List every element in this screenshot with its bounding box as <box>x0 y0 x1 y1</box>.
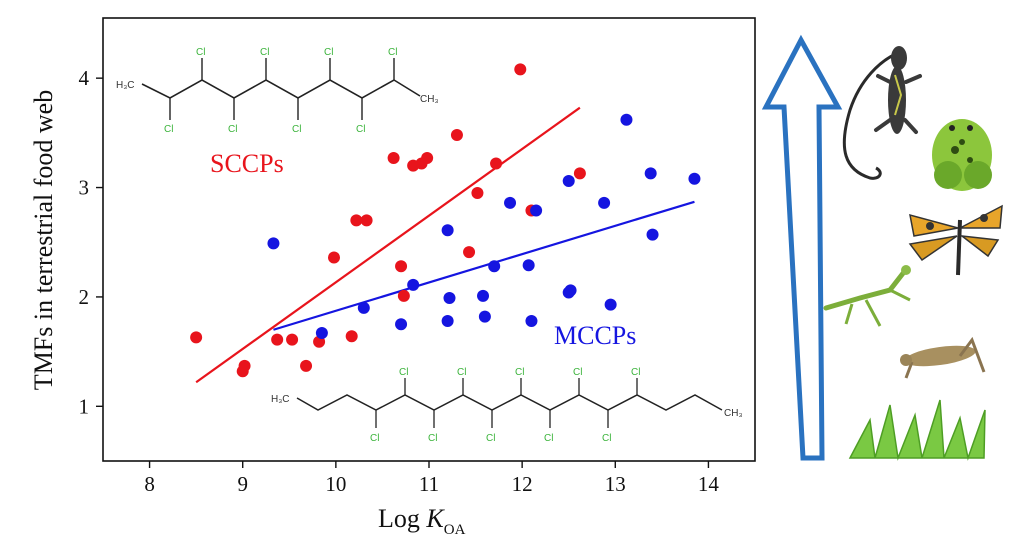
sccp-cl-label: Cl <box>292 124 301 135</box>
mccp-cl-label: Cl <box>428 433 437 444</box>
sccps-data-point <box>350 214 363 227</box>
mccp-cl-label: Cl <box>370 433 379 444</box>
x-axis-title: Log KOA <box>378 504 466 538</box>
lizard-icon <box>842 46 922 180</box>
sccps-data-point <box>514 63 527 76</box>
mccps-data-point <box>598 196 611 209</box>
sccps-data-point <box>300 359 313 372</box>
x-tick-label: 10 <box>325 472 346 496</box>
mccps-data-point <box>357 301 370 314</box>
trophic-level-arrow-icon <box>761 34 843 461</box>
mccps-data-point <box>407 278 420 291</box>
sccps-data-point <box>463 246 476 259</box>
mccp-series-label: MCCPs <box>554 321 636 350</box>
sccp-series-label: SCCPs <box>210 149 284 178</box>
mccps-data-point <box>441 224 454 237</box>
mccps-regression-line <box>273 200 695 331</box>
mccps-data-point <box>644 167 657 180</box>
sccp-cl-label: Cl <box>260 47 269 58</box>
sccps-data-point <box>345 330 358 343</box>
sccps-regression-line <box>195 106 581 384</box>
sccp-cl-label: Cl <box>228 124 237 135</box>
mccp-cl-label: Cl <box>631 367 640 378</box>
mccp-cl-label: Cl <box>399 367 408 378</box>
mccp-cl-label: Cl <box>486 433 495 444</box>
mccps-data-point <box>562 174 575 187</box>
sccps-data-point <box>573 167 586 180</box>
mccps-data-point <box>564 284 577 297</box>
x-tick-label: 9 <box>237 472 248 496</box>
mccp-cl-label: Cl <box>544 433 553 444</box>
mccps-data-point <box>443 292 456 305</box>
mccps-data-point <box>530 204 543 217</box>
y-axis-title: TMFs in terrestrial food web <box>29 90 58 390</box>
grasshopper-icon <box>900 336 986 379</box>
mccp-ch3-left: H₃C <box>271 394 290 405</box>
sccps-data-point <box>490 157 503 170</box>
sccps-data-point <box>397 289 410 302</box>
mccp-cl-label: Cl <box>602 433 611 444</box>
sccps-data-point <box>471 187 484 200</box>
sccp-cl-label: Cl <box>324 47 333 58</box>
y-tick-label: 1 <box>79 394 90 418</box>
y-tick-label: 4 <box>79 66 90 90</box>
mccps-data-point <box>478 310 491 323</box>
sccp-cl-label: Cl <box>196 47 205 58</box>
mccp-structure-image: H₃C CH₃ Cl Cl Cl Cl Cl Cl Cl Cl Cl Cl <box>268 360 744 452</box>
mccp-cl-label: Cl <box>573 367 582 378</box>
x-tick-label: 14 <box>698 472 720 496</box>
mccps-data-point <box>525 314 538 327</box>
mccps-data-point <box>522 259 535 272</box>
sccp-ch3-right: CH₃ <box>420 94 439 105</box>
mccps-data-point <box>395 318 408 331</box>
sccps-data-point <box>450 129 463 142</box>
sccps-data-point <box>286 333 299 346</box>
mccp-cl-label: Cl <box>515 367 524 378</box>
grass-icon <box>848 399 986 461</box>
mccps-data-point <box>477 289 490 302</box>
y-tick-label: 3 <box>79 176 90 200</box>
sccp-structure-image: H₃C CH₃ Cl Cl Cl Cl Cl Cl Cl Cl <box>113 42 448 138</box>
mantis-icon <box>823 265 911 327</box>
x-tick-label: 12 <box>512 472 533 496</box>
mccps-data-point <box>488 260 501 273</box>
mccp-cl-label: Cl <box>457 367 466 378</box>
mccp-ch3-right: CH₃ <box>724 408 743 419</box>
sccp-cl-label: Cl <box>164 124 173 135</box>
mccps-data-point <box>688 172 701 185</box>
sccp-ch3-left: H₃C <box>116 80 135 91</box>
sccps-data-point <box>395 260 408 273</box>
sccps-data-point <box>271 333 284 346</box>
mccps-data-point <box>441 314 454 327</box>
y-tick-label: 2 <box>79 285 90 309</box>
sccps-data-point <box>360 214 373 227</box>
mccps-data-point <box>646 228 659 241</box>
sccps-data-point <box>238 359 251 372</box>
mccps-data-point <box>604 298 617 311</box>
sccps-data-point <box>190 331 203 344</box>
x-tick-label: 13 <box>605 472 626 496</box>
mccps-data-point <box>504 196 517 209</box>
sccp-cl-label: Cl <box>356 124 365 135</box>
x-tick-label: 8 <box>144 472 155 496</box>
frog-icon <box>932 119 992 191</box>
mccps-data-point <box>315 327 328 340</box>
mccps-data-point <box>267 237 280 250</box>
sccp-cl-label: Cl <box>388 47 397 58</box>
dragonfly-icon <box>908 204 1003 276</box>
sccps-data-point <box>387 152 400 165</box>
sccps-data-point <box>327 251 340 264</box>
mccps-data-point <box>620 113 633 126</box>
sccps-data-point <box>421 152 434 165</box>
x-tick-label: 11 <box>419 472 439 496</box>
